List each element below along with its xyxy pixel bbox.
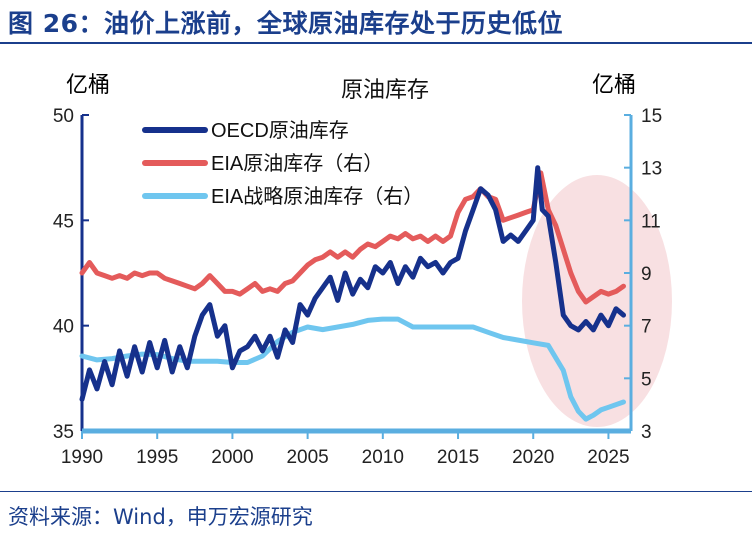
page-title: 图 26：油价上涨前，全球原油库存处于历史低位 xyxy=(8,9,563,38)
x-axis-tick-label: 1990 xyxy=(61,447,103,468)
x-axis-tick-label: 2015 xyxy=(437,447,479,468)
x-axis-tick-label: 2010 xyxy=(362,447,404,468)
legend-label-1: EIA原油库存（右） xyxy=(211,152,383,175)
x-axis-tick-label: 2020 xyxy=(512,447,554,468)
x-axis-tick-label: 1995 xyxy=(136,447,178,468)
chart-legend: OECD原油库存 EIA原油库存（右） EIA战略原油库存（右） xyxy=(142,119,423,208)
right-axis-unit-label: 亿桶 xyxy=(592,72,636,97)
right-axis-tick-label: 11 xyxy=(641,211,661,232)
right-axis-tick-label: 3 xyxy=(641,422,652,443)
title-rule xyxy=(0,42,752,44)
right-axis-tick-label: 5 xyxy=(641,369,652,390)
x-axis-tick-label: 2025 xyxy=(587,447,629,468)
series-lines xyxy=(79,165,626,422)
right-axis-tick-label: 13 xyxy=(641,159,662,180)
legend-label-2: EIA战略原油库存（右） xyxy=(211,185,423,208)
right-axis-tick-label: 15 xyxy=(641,106,662,127)
x-axis-tick-label: 2005 xyxy=(286,447,328,468)
left-axis-tick-label: 35 xyxy=(53,422,74,443)
left-axis-tick-label: 40 xyxy=(53,317,74,338)
legend-label-0: OECD原油库存 xyxy=(211,119,349,142)
left-axis-tick-label: 50 xyxy=(53,106,74,127)
series-line-2 xyxy=(79,316,626,422)
right-axis-tick-label: 9 xyxy=(641,264,652,285)
x-axis-tick-label: 2000 xyxy=(211,447,253,468)
footer-rule xyxy=(0,491,752,492)
left-axis-unit-label: 亿桶 xyxy=(66,72,110,97)
source-note: 资料来源：Wind，申万宏源研究 xyxy=(8,505,313,529)
series-line-0 xyxy=(79,165,626,402)
left-axis-tick-label: 45 xyxy=(53,211,74,232)
right-axis-tick-label: 7 xyxy=(641,317,652,338)
chart-title: 原油库存 xyxy=(341,77,429,102)
